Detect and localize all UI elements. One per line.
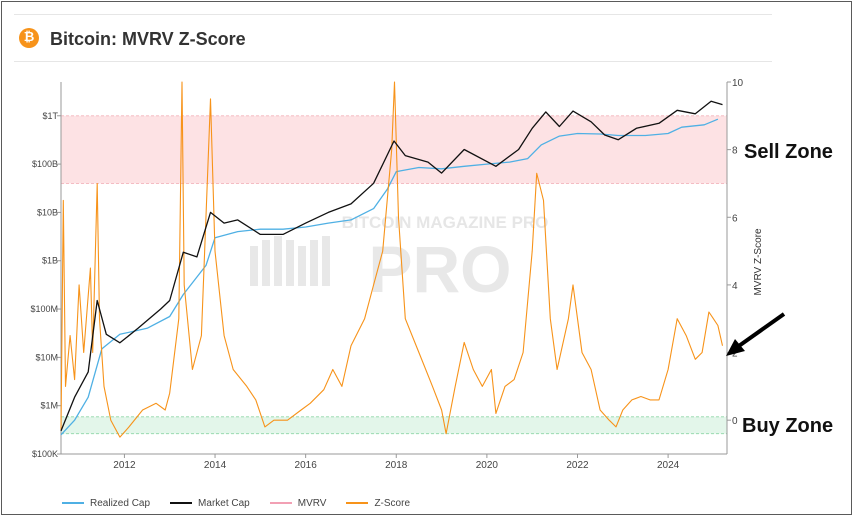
- x-axis-tick-label: 2014: [204, 460, 227, 471]
- arrow-icon: [726, 312, 786, 356]
- x-axis-tick-label: 2016: [295, 460, 318, 471]
- legend-item-z-score[interactable]: Z-Score: [346, 496, 410, 510]
- right-axis-tick-label: 10: [732, 78, 744, 89]
- arrow-shaft: [734, 312, 786, 350]
- legend-label: Market Cap: [198, 497, 250, 509]
- legend-item-market-cap[interactable]: Market Cap: [170, 496, 250, 510]
- chart-header: ₿ Bitcoin: MVRV Z-Score: [14, 14, 772, 62]
- x-axis-tick-label: 2024: [657, 460, 680, 471]
- left-axis-tick-label: $10M: [35, 352, 58, 362]
- left-axis-tick-label: $1B: [42, 256, 58, 266]
- realized-cap-line: [60, 118, 719, 436]
- buy-zone-label: Buy Zone: [742, 415, 834, 437]
- left-axis-tick-label: $10B: [37, 207, 58, 217]
- legend-swatch: [269, 502, 292, 504]
- x-axis-tick-label: 2020: [476, 460, 499, 471]
- right-axis-tick-label: 8: [732, 146, 738, 157]
- watermark-text: BITCOIN MAGAZINE PRO: [342, 213, 549, 232]
- watermark-pro: PRO: [368, 232, 511, 306]
- z-score-line: [60, 81, 724, 438]
- left-axis-tick-label: $1T: [42, 111, 58, 121]
- bitcoin-icon: ₿: [19, 28, 39, 48]
- arrow-head: [726, 339, 745, 356]
- legend-item-mvrv[interactable]: MVRV: [269, 496, 327, 510]
- legend-label: MVRV: [297, 497, 327, 509]
- right-axis-tick-label: 0: [732, 416, 738, 427]
- chart-legend: Realized Cap Market Cap MVRV Z-Score: [62, 496, 410, 510]
- x-axis-tick-label: 2022: [566, 460, 589, 471]
- legend-item-realized-cap[interactable]: Realized Cap: [62, 496, 150, 510]
- legend-swatch: [62, 502, 84, 504]
- left-axis-tick-label: $1M: [40, 401, 58, 411]
- legend-swatch: [346, 502, 369, 504]
- watermark-logo-icon: [250, 236, 330, 286]
- sell-zone-label: Sell Zone: [744, 141, 833, 163]
- buy-zone-band: [61, 416, 727, 434]
- right-axis-tick-label: 2: [732, 349, 738, 360]
- legend-swatch: [170, 502, 193, 504]
- chart-title: Bitcoin: MVRV Z-Score: [50, 29, 246, 49]
- right-axis-tick-label: 4: [732, 281, 738, 292]
- right-axis-label: MVRV Z-Score: [753, 228, 764, 295]
- legend-label: Z-Score: [374, 497, 411, 509]
- left-axis-tick-label: $100M: [30, 304, 58, 314]
- left-axis-tick-label: $100B: [32, 159, 58, 169]
- legend-label: Realized Cap: [90, 497, 151, 509]
- market-cap-line: [60, 100, 723, 432]
- x-axis-tick-label: 2018: [385, 460, 408, 471]
- right-axis-tick-label: 6: [732, 213, 738, 224]
- x-axis-tick-label: 2012: [113, 460, 136, 471]
- sell-zone-band: [61, 115, 727, 184]
- left-axis-tick-label: $100K: [32, 449, 58, 459]
